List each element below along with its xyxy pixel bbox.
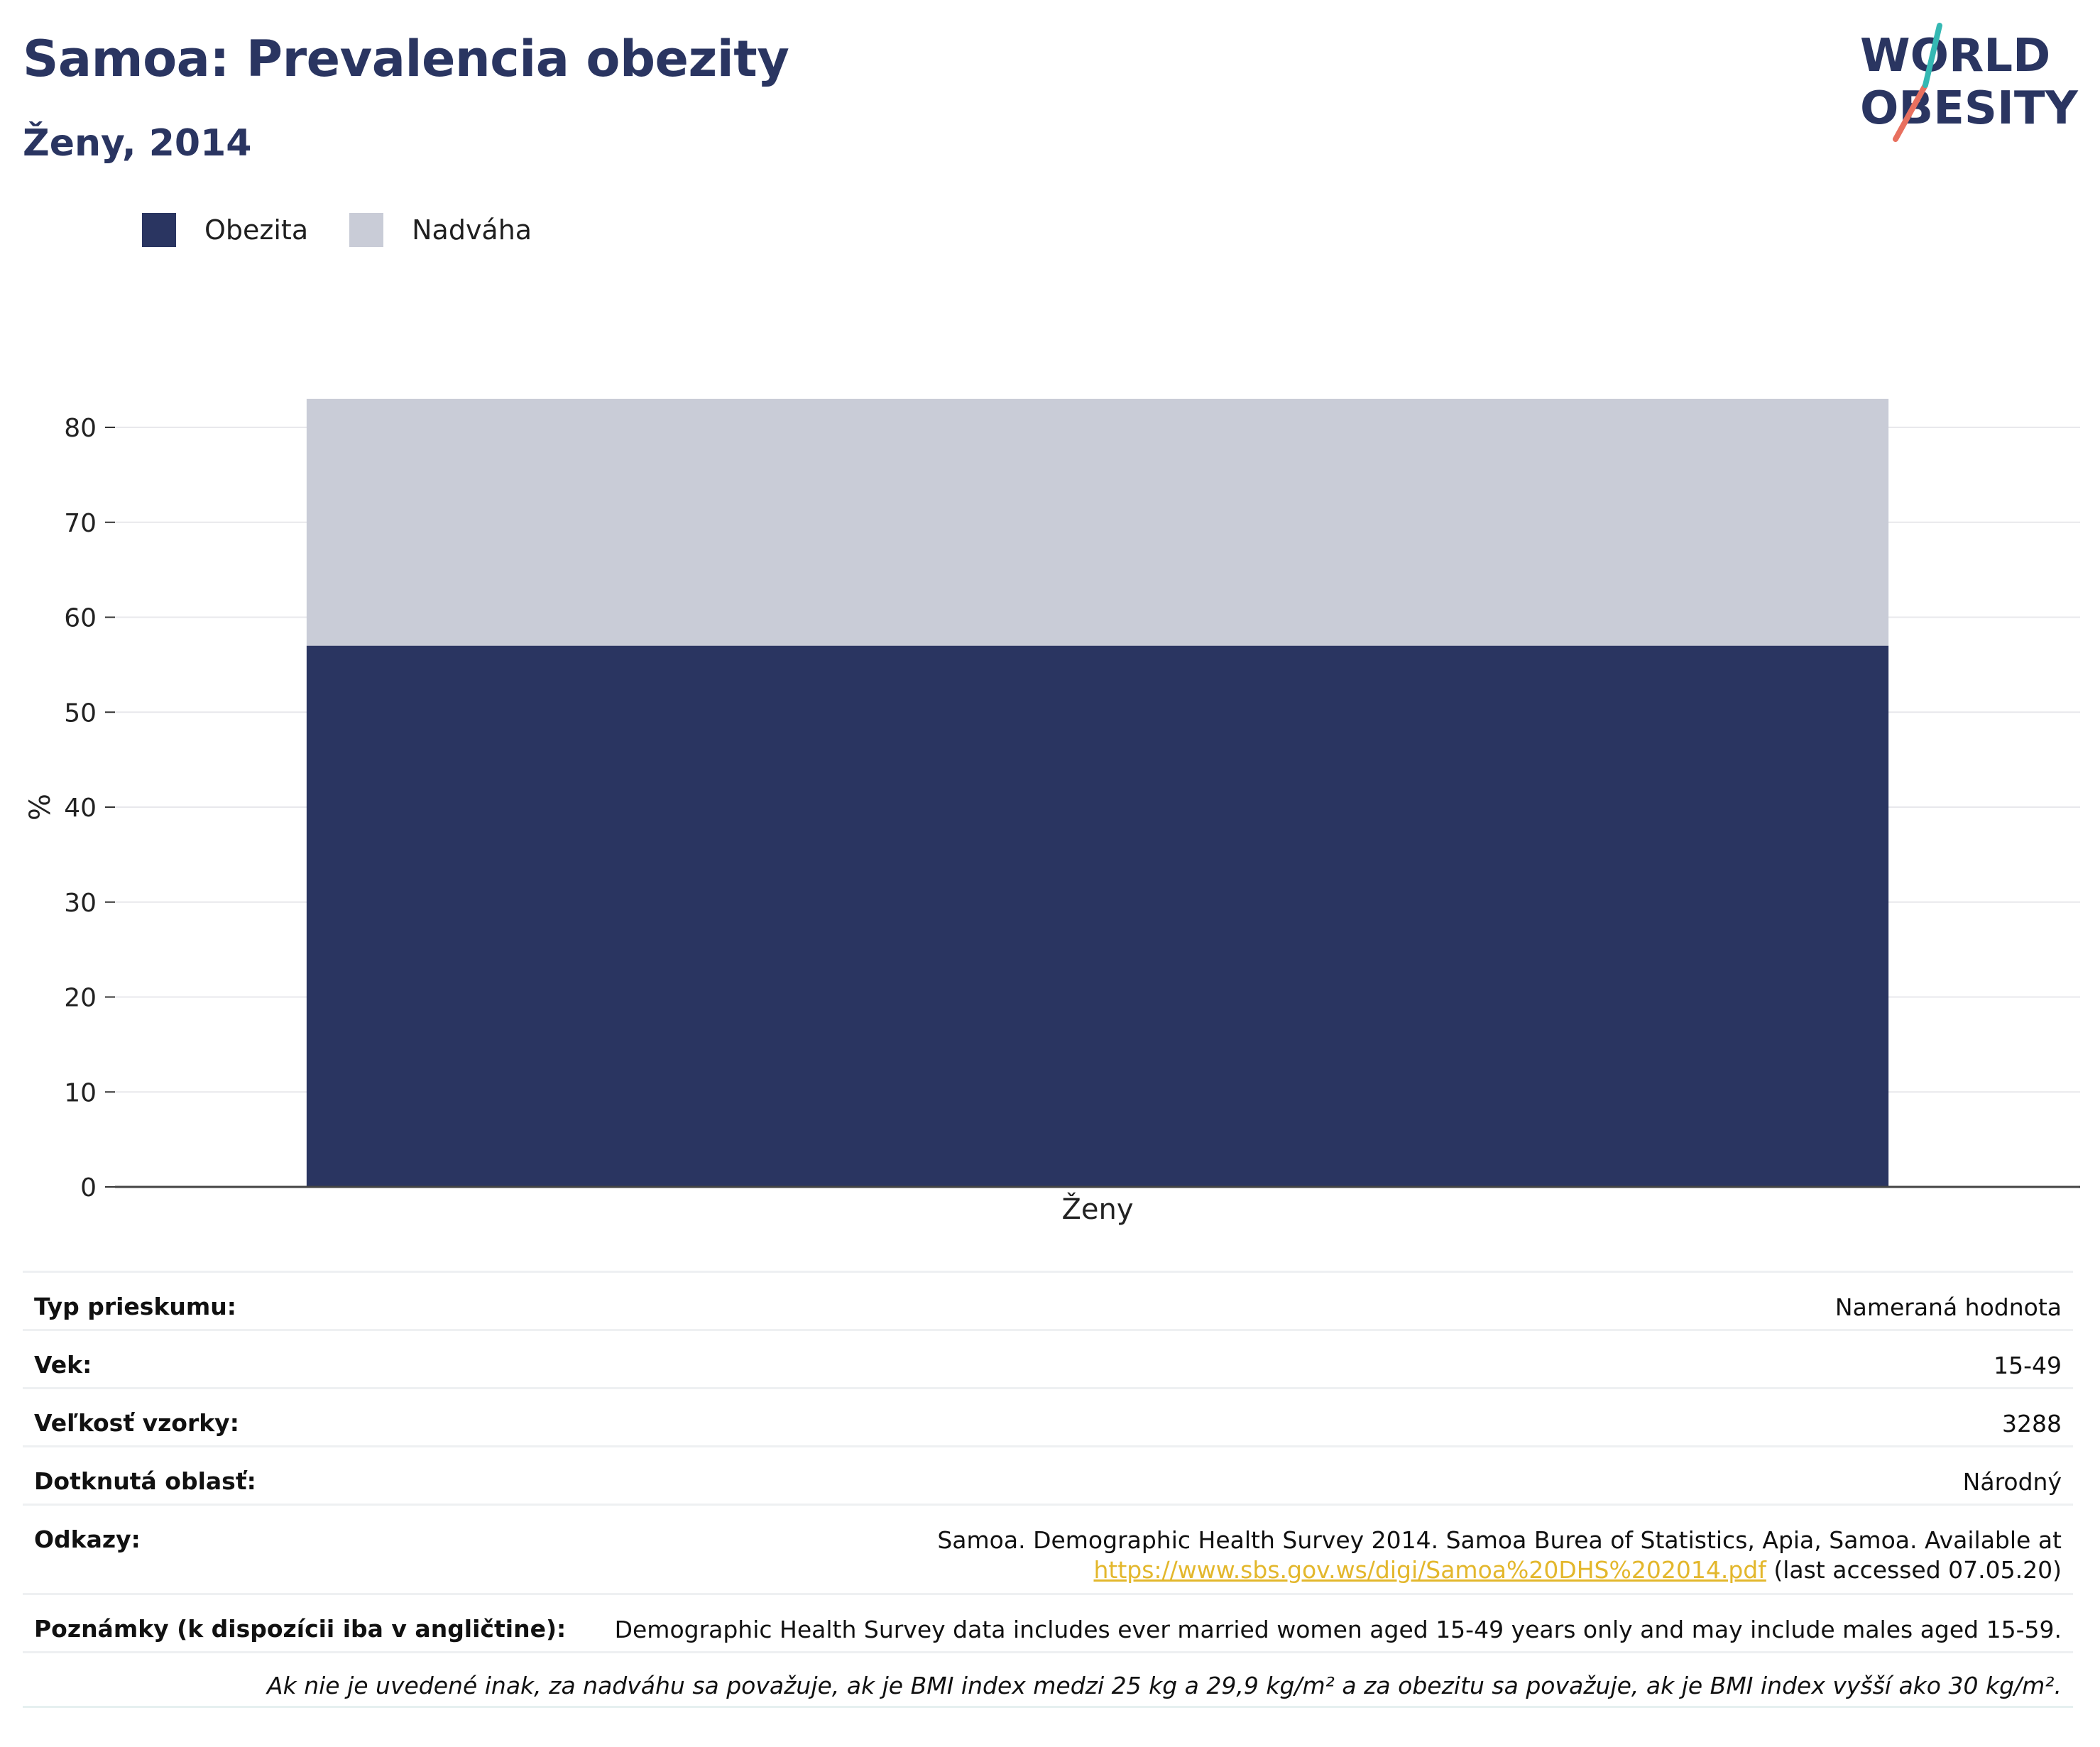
sample-size-label: Veľkosť vzorky: [34,1409,239,1437]
age-label: Vek: [34,1351,92,1379]
y-tick-label: 0 [80,1173,97,1203]
references-link[interactable]: https://www.sbs.gov.ws/digi/Samoa%20DHS%… [1093,1556,1766,1584]
info-row-area: Dotknutá oblasť: Národný [23,1445,2073,1504]
world-obesity-logo: WORLD OBESITY [1860,23,2078,142]
y-tick-label: 20 [64,984,97,1013]
references-label: Odkazy: [34,1526,141,1553]
logo-line2: OBESITY [1860,82,2078,135]
info-table: Typ prieskumu: Nameraná hodnota Vek: 15-… [23,1271,2073,1708]
legend-item-obezita[interactable]: Obezita [142,213,308,247]
logo-line1: WORLD [1860,30,2050,82]
sample-size-value: 3288 [2002,1410,2062,1437]
legend-label-obezita: Obezita [204,214,309,246]
legend-item-nadvaha[interactable]: Nadváha [349,213,532,247]
y-tick-label: 70 [64,509,97,538]
area-label: Dotknutá oblasť: [34,1467,256,1495]
logo-slash-teal [1923,23,1942,88]
bar-chart: 0 10 20 30 40 50 60 70 80% Ženy [24,398,2080,1226]
survey-type-value: Nameraná hodnota [1834,1293,2062,1321]
y-tick-label: 40 [64,794,97,823]
y-tick-label: 50 [64,699,97,728]
info-row-age: Vek: 15-49 [23,1329,2073,1387]
page-subtitle: Ženy, 2014 [23,122,252,165]
info-row-notes: Poznámky (k dispozícii iba v angličtine)… [23,1593,2073,1651]
logo-slash-coral [1893,82,1928,142]
bar-obezita [306,645,1889,1187]
bmi-footnote: Ak nie je uvedené inak, za nadváhu sa po… [23,1651,2073,1708]
references-link-line: https://www.sbs.gov.ws/digi/Samoa%20DHS%… [937,1555,2062,1585]
y-tick-label: 30 [64,889,97,918]
survey-type-label: Typ prieskumu: [34,1293,236,1320]
info-row-references: Odkazy: Samoa. Demographic Health Survey… [23,1504,2073,1593]
references-text: Samoa. Demographic Health Survey 2014. S… [937,1526,2062,1554]
info-row-sample-size: Veľkosť vzorky: 3288 [23,1387,2073,1445]
notes-label: Poznámky (k dispozícii iba v angličtine)… [34,1615,567,1643]
references-suffix: (last accessed 07.05.20) [1766,1556,2062,1584]
y-tick-label: 60 [64,604,97,633]
area-value: Národný [1962,1468,2062,1496]
bar-nadvaha [306,398,1889,646]
y-tick-label: 80 [64,414,97,443]
page-title: Samoa: Prevalencia obezity [23,30,789,88]
notes-value: Demographic Health Survey data includes … [614,1616,2062,1643]
y-axis-label: % [24,794,57,821]
info-row-survey-type: Typ prieskumu: Nameraná hodnota [23,1271,2073,1329]
y-tick-label: 10 [64,1078,97,1107]
chart-legend: Obezita Nadváha [142,210,573,250]
x-category-label: Ženy [1061,1192,1133,1226]
legend-swatch-nadvaha [349,213,384,247]
legend-swatch-obezita [142,213,176,247]
age-value: 15-49 [1994,1352,2062,1379]
legend-label-nadvaha: Nadváha [412,214,532,246]
references-value: Samoa. Demographic Health Survey 2014. S… [937,1506,2062,1585]
